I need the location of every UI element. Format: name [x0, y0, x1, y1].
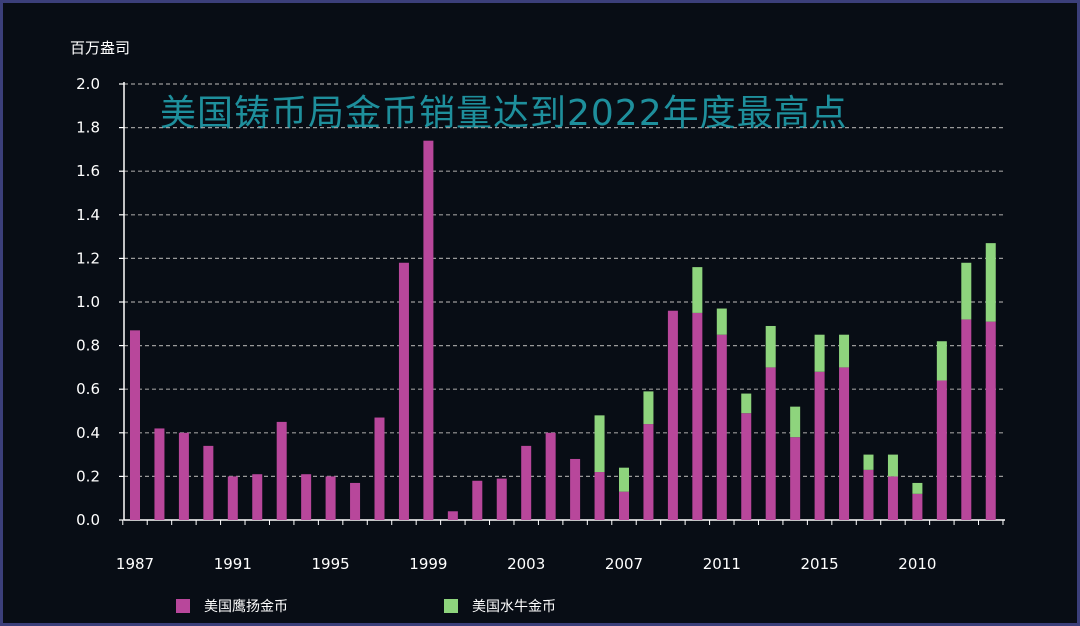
y-tick-label: 1.8 [76, 119, 100, 137]
bar-eagle [741, 413, 752, 520]
bar-eagle [839, 367, 850, 520]
bar-eagle [130, 330, 140, 520]
bar-eagle [374, 417, 385, 520]
legend-item-eagle: 美国鹰扬金币 [176, 596, 288, 616]
bar-eagle [594, 472, 605, 520]
bar-eagle [985, 321, 996, 520]
x-tick-label: 2003 [507, 555, 545, 573]
bar-eagle [912, 493, 923, 520]
bar-eagle [325, 476, 336, 520]
bar-eagle [521, 445, 532, 520]
y-tick-label: 0.4 [76, 424, 100, 442]
bar-eagle [692, 312, 703, 520]
legend-swatch-buffalo [444, 599, 458, 613]
bar-eagle [936, 380, 947, 520]
bar-eagle [154, 428, 165, 520]
bar-buffalo [863, 454, 874, 470]
y-tick-label: 0.8 [76, 337, 100, 355]
bar-eagle [570, 458, 581, 520]
bar-buffalo [594, 415, 605, 473]
bar-buffalo [643, 391, 654, 425]
y-tick-label: 0.2 [76, 467, 100, 485]
y-tick-label: 1.4 [76, 206, 100, 224]
bar-eagle [545, 432, 556, 520]
legend-label-eagle: 美国鹰扬金币 [204, 599, 288, 615]
y-axis-unit-label: 百万盎司 [70, 39, 131, 57]
bar-eagle [423, 140, 434, 520]
bar-eagle [765, 367, 776, 520]
bar-eagle [496, 478, 507, 520]
x-tick-label: 2010 [898, 555, 936, 573]
y-tick-label: 1.0 [76, 293, 100, 311]
bar-buffalo [716, 308, 727, 335]
bar-eagle [472, 480, 483, 520]
bar-eagle [203, 445, 214, 520]
bar-eagle [301, 474, 312, 520]
x-tick-label: 2015 [801, 555, 839, 573]
legend-label-buffalo: 美国水牛金币 [472, 599, 556, 615]
bar-buffalo [814, 334, 825, 372]
bar-eagle [961, 319, 972, 520]
bar-eagle [350, 482, 361, 520]
legend-swatch-eagle [176, 599, 190, 613]
bar-buffalo [961, 262, 972, 320]
bar-buffalo [912, 482, 923, 494]
x-tick-label: 1999 [409, 555, 447, 573]
bar-buffalo [887, 454, 898, 477]
bar-buffalo [692, 267, 703, 313]
bar-buffalo [619, 467, 629, 492]
bar-eagle [252, 474, 263, 520]
bar-eagle [814, 371, 825, 520]
y-tick-label: 1.2 [76, 249, 100, 267]
bar-buffalo [741, 393, 752, 414]
bar-eagle [398, 262, 409, 520]
bar-eagle [667, 310, 678, 520]
x-tick-label: 2011 [703, 555, 741, 573]
x-tick-label: 1991 [214, 555, 252, 573]
y-tick-label: 0.0 [76, 511, 100, 529]
bar-buffalo [765, 325, 776, 368]
bar-eagle [643, 424, 654, 520]
bar-eagle [863, 469, 874, 520]
bar-eagle [227, 476, 238, 520]
y-tick-label: 0.6 [76, 380, 100, 398]
bar-eagle [790, 437, 801, 520]
legend-item-buffalo: 美国水牛金币 [444, 596, 556, 616]
bar-buffalo [790, 406, 801, 438]
bar-buffalo [985, 243, 996, 322]
x-tick-label: 2007 [605, 555, 643, 573]
x-tick-label: 1987 [116, 555, 154, 573]
y-tick-label: 1.6 [76, 162, 100, 180]
bar-eagle [447, 511, 458, 520]
bar-buffalo [936, 341, 947, 381]
bar-buffalo [839, 334, 850, 368]
bar-eagle [276, 421, 287, 520]
bar-eagle [619, 491, 629, 520]
bar-eagle [887, 476, 898, 520]
y-tick-label: 2.0 [76, 75, 100, 93]
bar-eagle [716, 334, 727, 520]
bar-eagle [178, 432, 189, 520]
x-tick-label: 1995 [312, 555, 350, 573]
